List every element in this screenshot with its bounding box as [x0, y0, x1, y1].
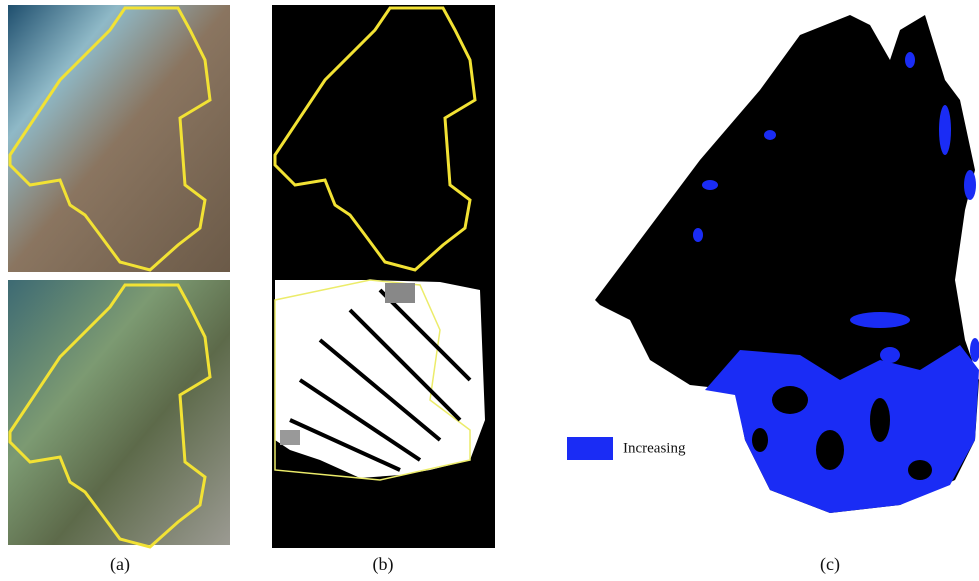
legend-swatch [567, 437, 613, 460]
gray-patch [280, 430, 300, 445]
gray-patch [385, 283, 415, 303]
panel-a: (a) [8, 5, 230, 575]
panel-label: (b) [373, 554, 394, 575]
legend-label: Increasing [623, 440, 686, 456]
panel-label: (a) [110, 554, 130, 575]
panel-c: Increasing (c) [567, 15, 979, 575]
panel-b: (b) [272, 5, 495, 575]
figure: (a) (b) [0, 0, 979, 581]
water-mask [275, 280, 485, 478]
panel-label: (c) [820, 554, 840, 575]
